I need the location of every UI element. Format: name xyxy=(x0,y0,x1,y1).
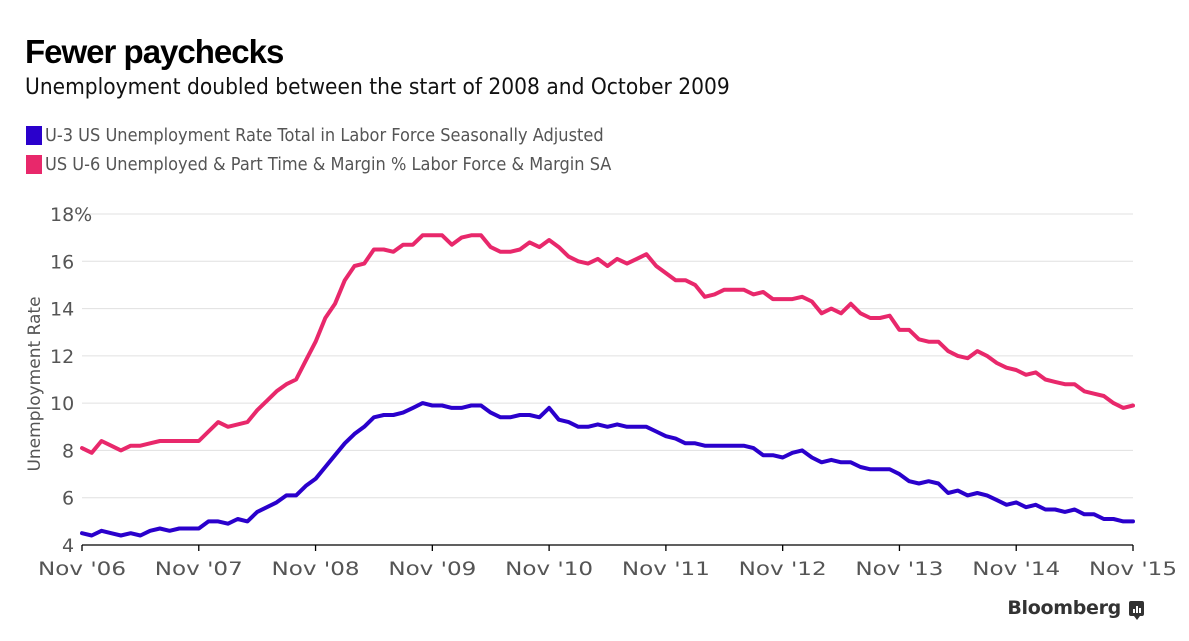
legend-swatch-u6 xyxy=(26,155,42,174)
y-tick-label: 16 xyxy=(50,251,74,273)
legend-swatch-u3 xyxy=(26,126,42,145)
y-axis-tick-labels: 4 6 8 10 12 14 16 18% xyxy=(50,204,92,557)
bloomberg-brand: Bloomberg xyxy=(1007,597,1144,620)
y-tick-label: 18% xyxy=(50,204,92,226)
x-tick-label: Nov '07 xyxy=(155,558,243,580)
chart-subtitle: Unemployment doubled between the start o… xyxy=(25,75,730,100)
y-tick-label: 4 xyxy=(62,535,74,557)
legend: U-3 US Unemployment Rate Total in Labor … xyxy=(26,121,674,179)
series-lines xyxy=(80,233,1135,538)
x-tick-label: Nov '09 xyxy=(388,558,476,580)
x-tick-label: Nov '10 xyxy=(505,558,593,580)
x-tick-label: Nov '12 xyxy=(739,558,827,580)
y-tick-label: 10 xyxy=(50,393,74,415)
y-tick-label: 8 xyxy=(62,440,74,462)
x-axis: Nov '06 Nov '07 Nov '08 Nov '09 Nov '10 Nov '… xyxy=(38,544,1177,580)
x-tick-label: Nov '06 xyxy=(38,558,126,580)
y-axis-label: Unemployment Rate xyxy=(25,296,45,471)
bloomberg-chart-icon xyxy=(1129,600,1144,620)
chart-title: Fewer paychecks xyxy=(25,33,284,70)
legend-label-u3: U-3 US Unemployment Rate Total in Labor … xyxy=(45,125,604,146)
x-tick-label: Nov '11 xyxy=(622,558,710,580)
x-tick-label: Nov '13 xyxy=(855,558,943,580)
brand-name: Bloomberg xyxy=(1007,597,1121,619)
series-line-u6 xyxy=(80,233,1135,455)
x-tick-label: Nov '14 xyxy=(972,558,1060,580)
y-tick-label: 6 xyxy=(62,488,74,510)
y-tick-label: 12 xyxy=(50,346,74,368)
x-tick-label: Nov '15 xyxy=(1089,558,1177,580)
legend-item-u6: US U-6 Unemployed & Part Time & Margin %… xyxy=(26,150,674,179)
y-tick-label: 14 xyxy=(50,299,74,321)
gridlines xyxy=(82,213,1133,499)
x-tick-label: Nov '08 xyxy=(272,558,360,580)
legend-item-u3: U-3 US Unemployment Rate Total in Labor … xyxy=(26,121,674,150)
series-line-u3 xyxy=(80,401,1135,538)
legend-label-u6: US U-6 Unemployed & Part Time & Margin %… xyxy=(45,154,612,175)
